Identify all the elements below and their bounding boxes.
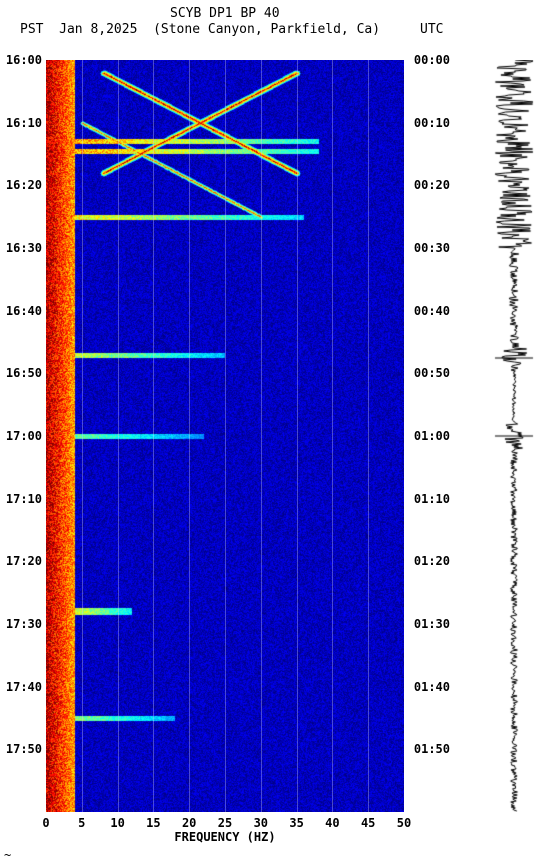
yaxis-left-tick: 17:50 xyxy=(6,742,42,756)
seismogram-canvas xyxy=(494,60,534,812)
yaxis-left-tick: 16:20 xyxy=(6,178,42,192)
yaxis-left-tick: 16:50 xyxy=(6,366,42,380)
xaxis-tick: 30 xyxy=(254,816,268,830)
yaxis-right-tick: 01:00 xyxy=(414,429,450,443)
footer-tilde: ~ xyxy=(4,848,11,862)
xaxis-tick: 40 xyxy=(325,816,339,830)
xaxis-tick: 35 xyxy=(289,816,303,830)
yaxis-left-tick: 17:00 xyxy=(6,429,42,443)
yaxis-left-tick: 16:40 xyxy=(6,304,42,318)
yaxis-left-tick: 17:30 xyxy=(6,617,42,631)
yaxis-left-tick: 16:30 xyxy=(6,241,42,255)
yaxis-left-tick: 16:00 xyxy=(6,53,42,67)
xaxis-tick: 15 xyxy=(146,816,160,830)
yaxis-right-tick: 01:30 xyxy=(414,617,450,631)
yaxis-right-tick: 01:50 xyxy=(414,742,450,756)
yaxis-left-tick: 17:10 xyxy=(6,492,42,506)
spectrogram-plot xyxy=(46,60,404,812)
station-title: SCYB DP1 BP 40 xyxy=(170,6,280,21)
yaxis-right-tick: 01:10 xyxy=(414,492,450,506)
xaxis-ticks: 05101520253035404550 xyxy=(46,816,404,830)
yaxis-left-tick: 17:20 xyxy=(6,554,42,568)
yaxis-right-tick: 01:20 xyxy=(414,554,450,568)
yaxis-left-pst: 16:0016:1016:2016:3016:4016:5017:0017:10… xyxy=(0,60,44,812)
xaxis-tick: 20 xyxy=(182,816,196,830)
yaxis-left-tick: 17:40 xyxy=(6,680,42,694)
xaxis-label: FREQUENCY (HZ) xyxy=(46,830,404,844)
xaxis-tick: 0 xyxy=(42,816,49,830)
xaxis-tick: 25 xyxy=(218,816,232,830)
xaxis-tick: 45 xyxy=(361,816,375,830)
location-label: (Stone Canyon, Parkfield, Ca) xyxy=(153,22,380,37)
xaxis-tick: 50 xyxy=(397,816,411,830)
yaxis-right-tick: 00:30 xyxy=(414,241,450,255)
date-label: Jan 8,2025 xyxy=(59,22,137,37)
yaxis-right-tick: 00:20 xyxy=(414,178,450,192)
seismogram-strip xyxy=(494,60,534,812)
yaxis-right-tick: 00:50 xyxy=(414,366,450,380)
yaxis-right-tick: 01:40 xyxy=(414,680,450,694)
xaxis-tick: 5 xyxy=(78,816,85,830)
pst-label: PST xyxy=(20,22,43,37)
yaxis-right-tick: 00:40 xyxy=(414,304,450,318)
xaxis-tick: 10 xyxy=(110,816,124,830)
yaxis-right-tick: 00:10 xyxy=(414,116,450,130)
yaxis-right-utc: 00:0000:1000:2000:3000:4000:5001:0001:10… xyxy=(408,60,452,812)
yaxis-left-tick: 16:10 xyxy=(6,116,42,130)
header-line2: PST Jan 8,2025 (Stone Canyon, Parkfield,… xyxy=(20,22,380,37)
yaxis-right-tick: 00:00 xyxy=(414,53,450,67)
utc-label: UTC xyxy=(420,22,443,37)
